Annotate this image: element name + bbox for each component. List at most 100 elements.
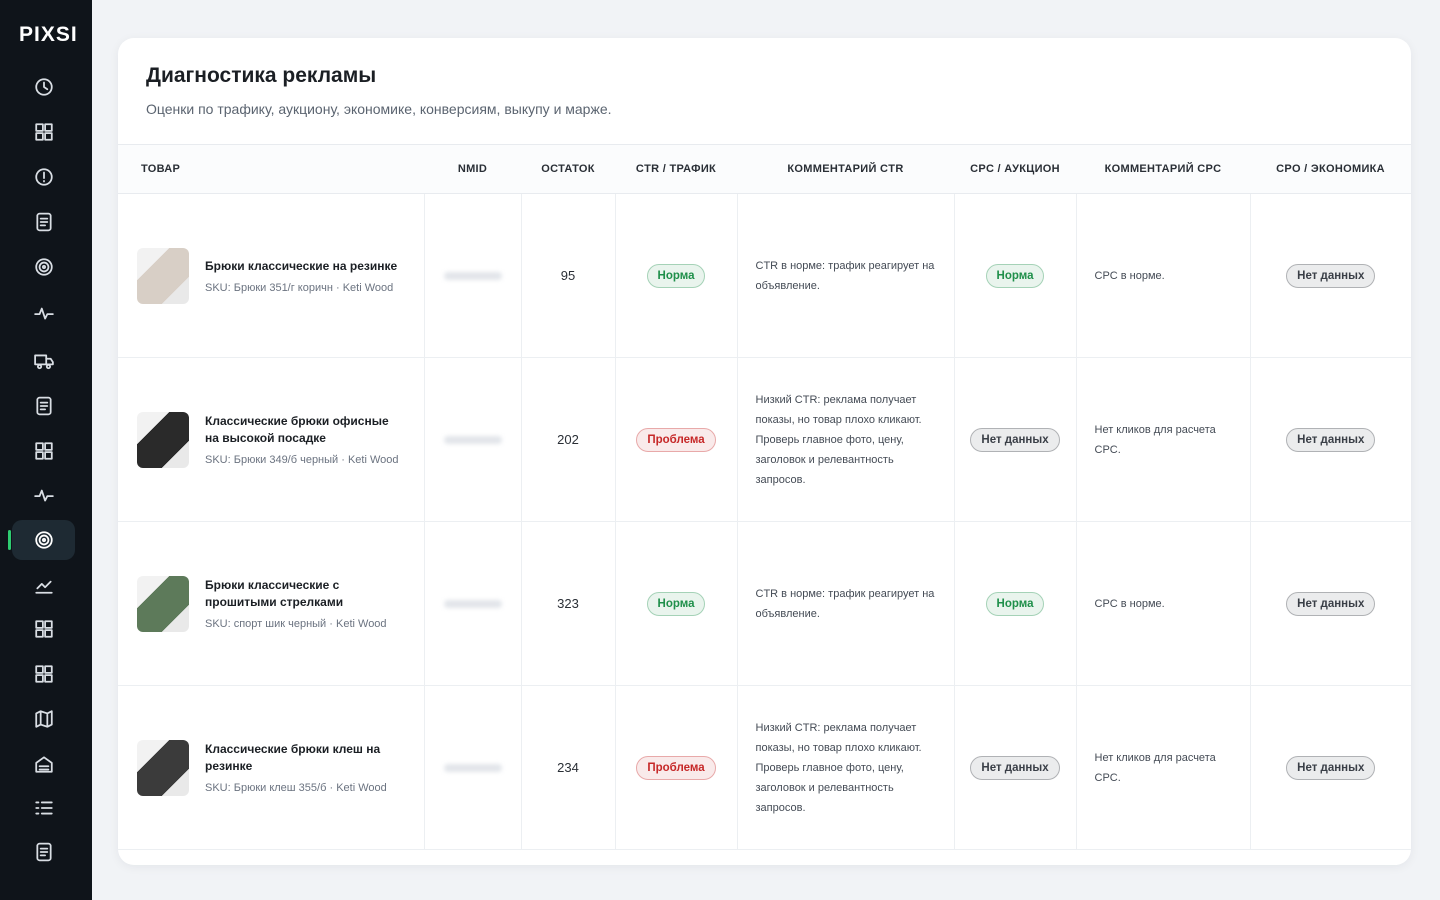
cpc-cell: Норма bbox=[953, 521, 1076, 686]
nmid-blurred bbox=[443, 271, 502, 280]
status-badge: Проблема bbox=[636, 755, 716, 780]
column-header: ТОВАР bbox=[118, 144, 424, 194]
card: Диагностика рекламы Оценки по трафику, а… bbox=[118, 38, 1411, 865]
table-row: Брюки классические с прошитыми стрелками… bbox=[118, 521, 1411, 686]
logo[interactable]: PIXSI bbox=[19, 23, 78, 46]
nav-item[interactable] bbox=[12, 341, 75, 381]
product-thumb bbox=[137, 575, 189, 632]
nav-item[interactable] bbox=[12, 788, 75, 828]
table-body: Брюки классические на резинке SKU: Брюки … bbox=[118, 193, 1411, 850]
column-header: CTR / ТРАФИК bbox=[615, 144, 737, 194]
product-cell: Классические брюки офисные на высокой по… bbox=[118, 357, 424, 522]
product-thumb bbox=[137, 247, 189, 304]
nav-icon bbox=[34, 531, 53, 549]
status-badge: Норма bbox=[646, 263, 706, 288]
product-thumb bbox=[137, 739, 189, 796]
nav-icon bbox=[33, 307, 54, 320]
cpc-comment: Нет кликов для расчета CPC. bbox=[1075, 357, 1250, 522]
cpc-comment: CPC в норме. bbox=[1075, 193, 1250, 358]
status-badge: Нет данных bbox=[970, 755, 1060, 780]
stock: 234 bbox=[520, 685, 615, 850]
table-row: Классические брюки офисные на высокой по… bbox=[118, 357, 1411, 522]
product-sku: SKU: Брюки клеш 355/б bbox=[205, 782, 327, 794]
ctr-cell: Проблема bbox=[614, 685, 737, 850]
product-brand: Keti Wood bbox=[336, 782, 387, 794]
stock: 95 bbox=[520, 193, 615, 358]
sidebar: PIXSI bbox=[0, 0, 92, 900]
nav-icon bbox=[34, 258, 53, 276]
status-badge: Нет данных bbox=[1286, 263, 1376, 288]
product: Брюки классические на резинке SKU: Брюки … bbox=[119, 247, 423, 304]
table: ТОВАР NMID ОСТАТОК CTR / ТРАФИК КОММЕНТАРИЙ … bbox=[118, 144, 1411, 850]
status-badge: Проблема bbox=[636, 427, 716, 452]
cpc-cell: Норма bbox=[953, 193, 1076, 358]
nav-item[interactable] bbox=[12, 157, 75, 197]
nav-icon bbox=[33, 489, 54, 502]
cpo-cell: Нет данных bbox=[1249, 521, 1411, 686]
nmid-cell bbox=[423, 193, 521, 358]
nav-icon bbox=[34, 168, 53, 186]
nav-item[interactable] bbox=[12, 654, 75, 694]
nav-item[interactable] bbox=[12, 247, 75, 287]
nav-item[interactable] bbox=[12, 202, 75, 242]
nav-item[interactable] bbox=[12, 431, 75, 471]
status-badge: Нет данных bbox=[1286, 427, 1376, 452]
nav-icon bbox=[34, 123, 53, 141]
product-info: Брюки классические на резинке SKU: Брюки … bbox=[205, 258, 405, 294]
product: Классические брюки офисные на высокой по… bbox=[119, 411, 423, 468]
product-thumb bbox=[137, 411, 189, 468]
status-badge: Норма bbox=[985, 591, 1045, 616]
nav-icon bbox=[35, 842, 52, 862]
cpo-cell: Нет данных bbox=[1249, 685, 1411, 850]
nav-item[interactable] bbox=[12, 386, 75, 426]
cpc-comment: Нет кликов для расчета CPC. bbox=[1075, 685, 1250, 850]
nav-item[interactable] bbox=[12, 475, 75, 515]
cpo-cell: Нет данных bbox=[1249, 193, 1411, 358]
nav-icon bbox=[35, 212, 52, 232]
nav-icon bbox=[34, 665, 53, 683]
stock: 202 bbox=[520, 357, 615, 522]
column-header: CPC / АУКЦИОН bbox=[954, 144, 1076, 194]
nav-icon bbox=[34, 710, 53, 728]
nav-item[interactable] bbox=[12, 832, 75, 872]
nav-icon bbox=[34, 580, 53, 594]
status-badge: Норма bbox=[985, 263, 1045, 288]
product-info: Брюки классические с прошитыми стрелками… bbox=[205, 577, 405, 630]
column-header: КОММЕНТАРИЙ CTR bbox=[737, 144, 954, 194]
status-badge: Нет данных bbox=[970, 427, 1060, 452]
nav-icon bbox=[34, 442, 53, 460]
nav-item[interactable] bbox=[12, 744, 75, 784]
nav-icon bbox=[34, 801, 53, 815]
product-sku-line: SKU: Брюки клеш 355/б · Keti Wood bbox=[205, 782, 387, 794]
nav-item[interactable] bbox=[12, 67, 75, 107]
product-cell: Брюки классические с прошитыми стрелками… bbox=[118, 521, 424, 686]
ctr-cell: Норма bbox=[614, 521, 737, 686]
product-info: Классические брюки офисные на высокой по… bbox=[205, 413, 405, 466]
nmid-blurred bbox=[443, 599, 502, 608]
ctr-cell: Норма bbox=[614, 193, 737, 358]
column-header: CPO / ЭКОНОМИКА bbox=[1250, 144, 1411, 194]
cpc-comment: CPC в норме. bbox=[1075, 521, 1250, 686]
nav-icon bbox=[34, 756, 53, 773]
nav-item[interactable] bbox=[8, 520, 75, 560]
nav-item[interactable] bbox=[12, 565, 75, 605]
product-sku: SKU: Брюки 349/б черный bbox=[205, 454, 339, 466]
product-sku-line: SKU: Брюки 349/б черный · Keti Wood bbox=[205, 454, 399, 466]
cpo-cell: Нет данных bbox=[1249, 357, 1411, 522]
table-row: Классические брюки клеш на резинке SKU: Б… bbox=[118, 685, 1411, 850]
ctr-comment: CTR в норме: трафик реагирует на объявле… bbox=[736, 521, 954, 686]
product-cell: Классические брюки клеш на резинке SKU: Б… bbox=[118, 685, 424, 850]
stock: 323 bbox=[520, 521, 615, 686]
product: Классические брюки клеш на резинке SKU: Б… bbox=[119, 739, 423, 796]
nav-icon bbox=[34, 620, 53, 638]
nav-item[interactable] bbox=[12, 609, 75, 649]
nav-item[interactable] bbox=[12, 112, 75, 152]
nav-item[interactable] bbox=[12, 699, 75, 739]
nav-icon bbox=[35, 396, 52, 416]
nav-item[interactable] bbox=[12, 293, 75, 333]
ctr-comment: Низкий CTR: реклама получает показы, но … bbox=[736, 357, 954, 522]
status-badge: Норма bbox=[646, 591, 706, 616]
cpc-cell: Нет данных bbox=[953, 685, 1076, 850]
product-info: Классические брюки клеш на резинке SKU: Б… bbox=[205, 741, 405, 794]
product-sku-line: SKU: спорт шик черный · Keti Wood bbox=[205, 618, 387, 630]
